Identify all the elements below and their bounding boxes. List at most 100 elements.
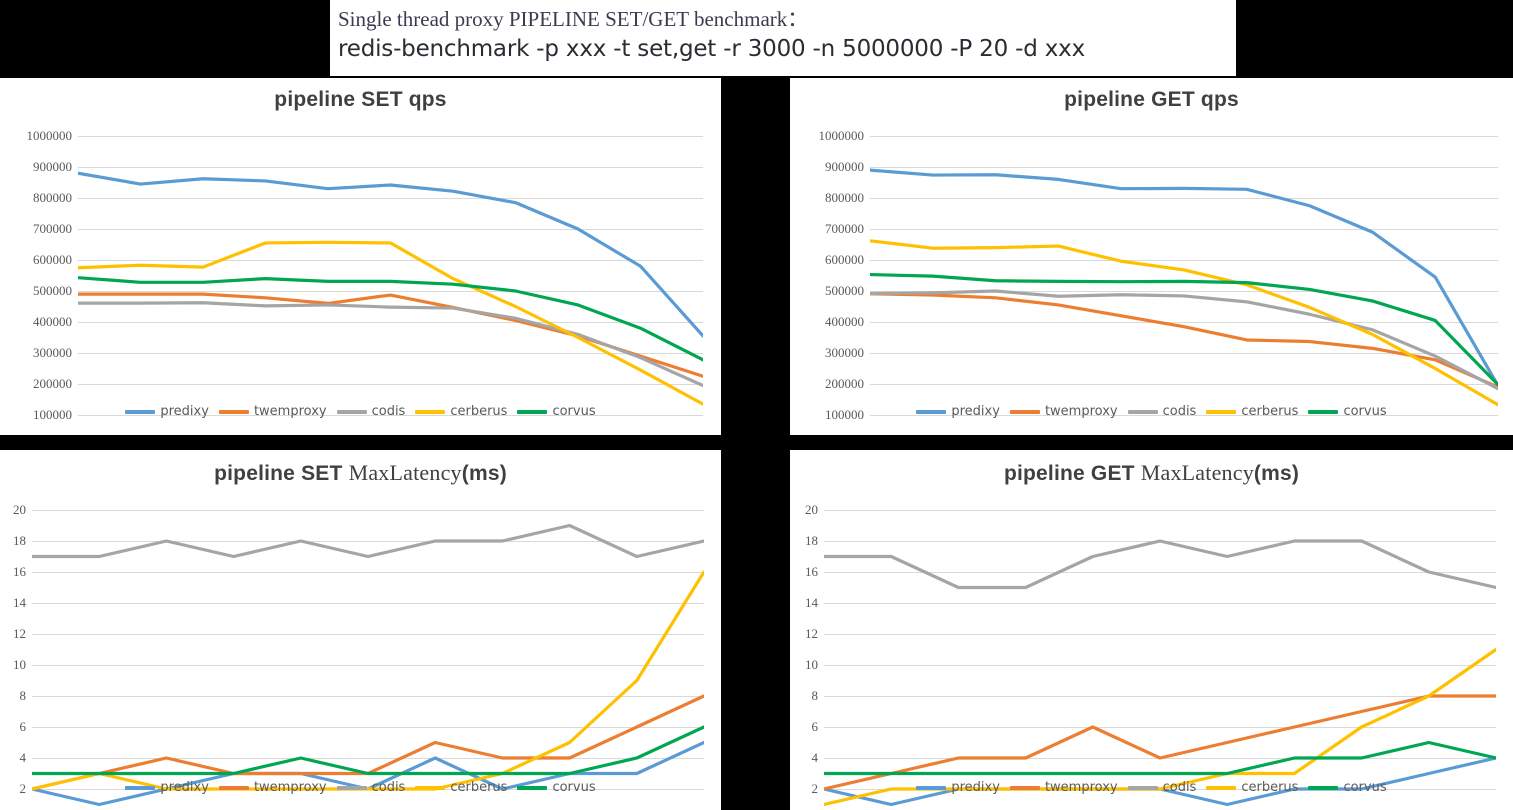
legend-swatch-cerberus xyxy=(1206,785,1237,790)
legend-item-twemproxy[interactable]: twemproxy xyxy=(1009,404,1118,419)
series-line-codis xyxy=(32,523,704,559)
chart-title-set-lat-part1: pipeline SET xyxy=(214,462,349,485)
legend-item-predixy[interactable]: predixy xyxy=(916,780,1000,795)
y-axis-tick-label: 700000 xyxy=(825,221,864,236)
series-line-twemproxy xyxy=(824,694,1496,791)
banner-title-box: Single thread proxy PIPELINE SET/GET ben… xyxy=(330,0,1236,76)
y-axis-tick-label: 6 xyxy=(811,719,819,734)
legend-item-cerberus[interactable]: cerberus xyxy=(415,404,507,419)
series-line-predixy xyxy=(870,168,1498,388)
legend-get-qps: predixy twemproxy codis cerberus corvus xyxy=(790,404,1513,419)
legend-swatch-cerberus xyxy=(415,785,446,790)
legend-label-codis: codis xyxy=(1162,780,1197,795)
legend-label-corvus: corvus xyxy=(552,404,596,419)
series-line-cerberus xyxy=(32,570,704,791)
legend-item-corvus[interactable]: corvus xyxy=(1308,404,1387,419)
legend-item-corvus[interactable]: corvus xyxy=(517,404,596,419)
y-axis-tick-label: 12 xyxy=(13,626,26,641)
legend-item-cerberus[interactable]: cerberus xyxy=(415,780,507,795)
chart-panel-set-qps: pipeline SET qps predixy twemproxy codis ce… xyxy=(0,78,721,435)
series-line-twemproxy xyxy=(870,292,1498,389)
chart-panel-set-maxlatency: pipeline SET MaxLatency(ms) predixy twemp… xyxy=(0,450,721,810)
y-axis-tick-label: 700000 xyxy=(33,221,72,236)
legend-label-corvus: corvus xyxy=(1343,404,1387,419)
y-axis-tick-label: 10 xyxy=(13,657,26,672)
y-axis-tick-label: 500000 xyxy=(825,283,864,298)
legend-item-corvus[interactable]: corvus xyxy=(517,780,596,795)
chart-title-set-lat-part2: MaxLatency xyxy=(348,460,462,485)
chart-svg-set_qps xyxy=(78,136,703,416)
series-line-corvus xyxy=(78,276,703,362)
y-axis-tick-label: 18 xyxy=(805,533,818,548)
legend-item-twemproxy[interactable]: twemproxy xyxy=(1009,780,1118,795)
y-axis-tick-label: 200000 xyxy=(825,376,864,391)
legend-swatch-codis xyxy=(1127,785,1158,790)
banner-line-1: Single thread proxy PIPELINE SET/GET ben… xyxy=(338,7,809,31)
legend-label-predixy: predixy xyxy=(951,404,1000,419)
y-axis-tick-label: 800000 xyxy=(33,190,72,205)
y-axis-tick-label: 900000 xyxy=(825,159,864,174)
legend-swatch-twemproxy xyxy=(1009,785,1040,790)
legend-item-cerberus[interactable]: cerberus xyxy=(1206,780,1298,795)
y-axis-tick-label: 2 xyxy=(811,781,819,796)
y-axis-tick-label: 500000 xyxy=(33,283,72,298)
y-axis-tick-label: 400000 xyxy=(825,314,864,329)
legend-set-qps: predixy twemproxy codis cerberus corvus xyxy=(0,404,721,419)
legend-item-corvus[interactable]: corvus xyxy=(1308,780,1387,795)
legend-label-codis: codis xyxy=(1162,404,1197,419)
legend-item-twemproxy[interactable]: twemproxy xyxy=(218,404,327,419)
legend-swatch-predixy xyxy=(916,409,947,414)
legend-item-codis[interactable]: codis xyxy=(336,404,405,419)
legend-item-predixy[interactable]: predixy xyxy=(916,404,1000,419)
y-axis-tick-label: 10 xyxy=(805,657,818,672)
y-axis-tick-label: 14 xyxy=(805,595,818,610)
legend-label-cerberus: cerberus xyxy=(450,780,508,795)
chart-svg-get_qps xyxy=(870,136,1498,416)
legend-swatch-predixy xyxy=(125,409,156,414)
y-axis-tick-label: 600000 xyxy=(33,252,72,267)
legend-item-codis[interactable]: codis xyxy=(336,780,405,795)
legend-item-codis[interactable]: codis xyxy=(1127,780,1197,795)
series-line-corvus xyxy=(32,725,704,776)
legend-label-cerberus: cerberus xyxy=(1241,404,1299,419)
legend-item-predixy[interactable]: predixy xyxy=(125,404,209,419)
y-axis-tick-label: 600000 xyxy=(825,252,864,267)
legend-label-twemproxy: twemproxy xyxy=(253,404,327,419)
y-axis-tick-label: 100000 xyxy=(825,407,864,422)
chart-title-get-qps: pipeline GET qps xyxy=(1064,88,1239,111)
legend-label-twemproxy: twemproxy xyxy=(1044,780,1118,795)
y-axis-tick-label: 6 xyxy=(19,719,27,734)
chart-title-set-qps: pipeline SET qps xyxy=(274,88,447,111)
banner-line-2: redis-benchmark -p xxx -t set,get -r 300… xyxy=(338,36,1085,62)
series-line-predixy xyxy=(78,171,703,338)
legend-label-twemproxy: twemproxy xyxy=(1044,404,1118,419)
y-axis-tick-label: 1000000 xyxy=(818,128,865,143)
legend-item-cerberus[interactable]: cerberus xyxy=(1206,404,1298,419)
chart-panel-get-maxlatency: pipeline GET MaxLatency(ms) predixy twemp… xyxy=(790,450,1513,810)
legend-swatch-codis xyxy=(336,785,367,790)
legend-swatch-codis xyxy=(336,409,367,414)
legend-label-predixy: predixy xyxy=(160,780,209,795)
legend-label-predixy: predixy xyxy=(160,404,209,419)
series-line-codis xyxy=(78,301,703,388)
chart-title-get-lat-part2: MaxLatency xyxy=(1140,460,1254,485)
legend-swatch-predixy xyxy=(916,785,947,790)
legend-item-codis[interactable]: codis xyxy=(1127,404,1197,419)
legend-swatch-corvus xyxy=(1308,409,1339,414)
plot-area-set-qps xyxy=(78,136,703,435)
legend-set-maxlatency: predixy twemproxy codis cerberus corvus xyxy=(0,780,721,795)
y-axis-tick-label: 4 xyxy=(811,750,819,765)
legend-swatch-predixy xyxy=(125,785,156,790)
y-axis-tick-label: 300000 xyxy=(33,345,72,360)
y-axis-tick-label: 1000000 xyxy=(26,128,73,143)
legend-item-predixy[interactable]: predixy xyxy=(125,780,209,795)
legend-label-cerberus: cerberus xyxy=(1241,780,1299,795)
legend-item-twemproxy[interactable]: twemproxy xyxy=(218,780,327,795)
series-line-codis xyxy=(870,289,1498,391)
legend-label-cerberus: cerberus xyxy=(450,404,508,419)
chart-title-get-lat-part3: (ms) xyxy=(1253,462,1300,485)
y-axis-tick-label: 100000 xyxy=(33,407,72,422)
legend-swatch-twemproxy xyxy=(218,785,249,790)
legend-label-corvus: corvus xyxy=(552,780,596,795)
chart-title-set-maxlatency: pipeline SET MaxLatency(ms) xyxy=(0,460,721,486)
